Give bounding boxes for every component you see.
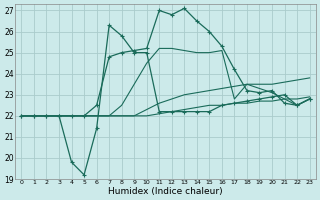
X-axis label: Humidex (Indice chaleur): Humidex (Indice chaleur) [108,187,223,196]
